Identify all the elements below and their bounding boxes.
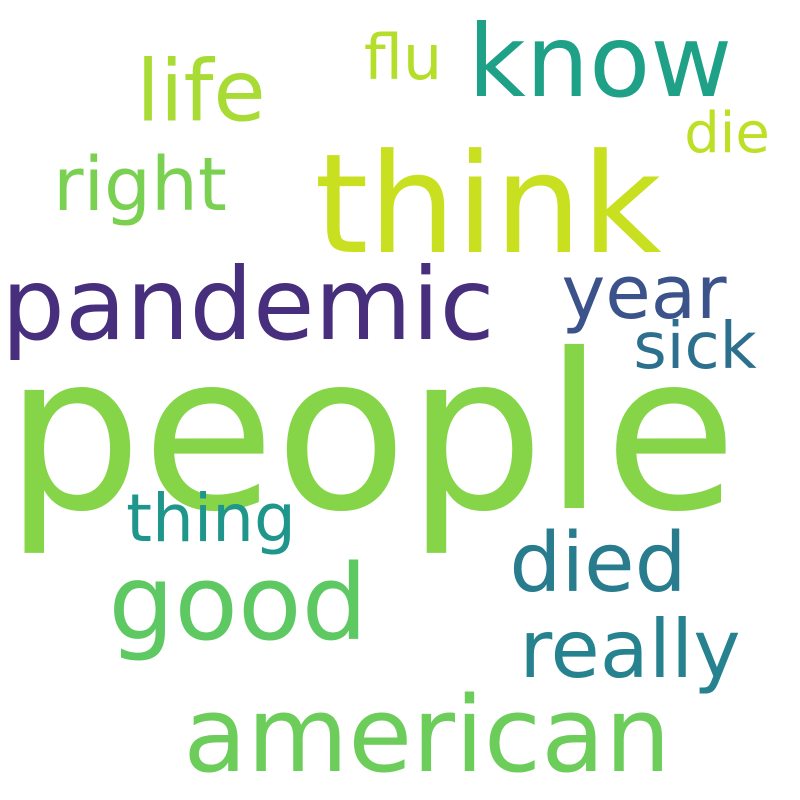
- word-pandemic: pandemic: [1, 246, 495, 363]
- word-know: know: [467, 3, 733, 120]
- word-people: people: [4, 308, 738, 559]
- word-really: really: [519, 603, 741, 696]
- word-right: right: [53, 142, 227, 228]
- word-sick: sick: [633, 310, 757, 384]
- word-year: year: [561, 250, 727, 336]
- word-think: think: [314, 124, 662, 285]
- word-thing: thing: [126, 480, 296, 557]
- word-flu: flu: [363, 21, 443, 94]
- word-good: good: [108, 542, 368, 664]
- word-die: die: [684, 101, 770, 166]
- word-died: died: [509, 516, 687, 611]
- word-life: life: [136, 42, 266, 142]
- word-american: american: [183, 674, 671, 796]
